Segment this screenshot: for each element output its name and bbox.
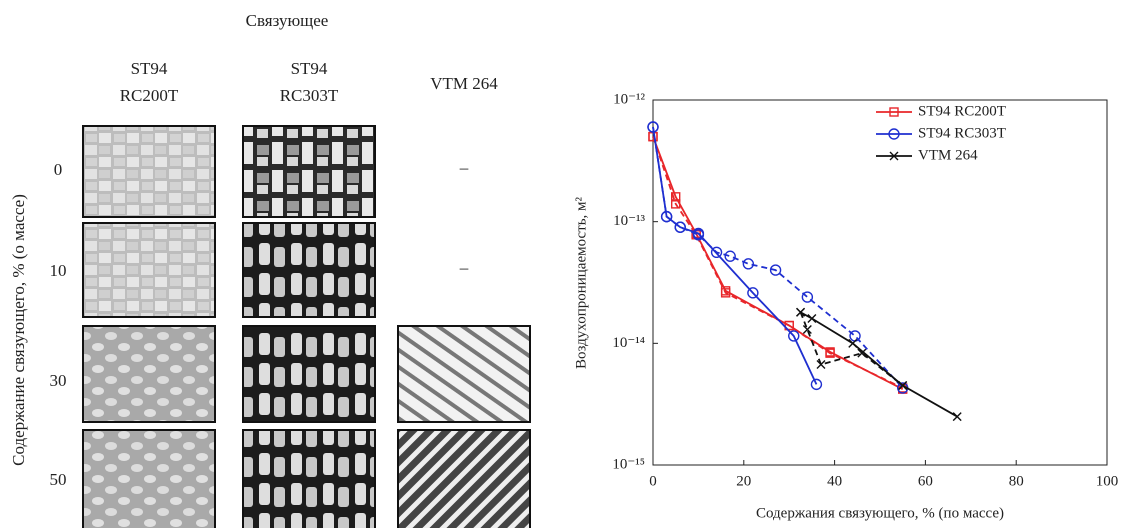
photo: [242, 125, 376, 218]
photo: [242, 429, 376, 528]
data-point: [796, 307, 806, 317]
column-header: RC303T: [280, 86, 339, 105]
data-point: [825, 348, 835, 358]
column-header: RC200T: [120, 86, 179, 105]
data-point: [802, 324, 812, 334]
missing-mark: –: [459, 158, 469, 177]
photo: [82, 125, 216, 218]
data-point: [952, 412, 962, 422]
data-point: [692, 229, 705, 241]
photo-grid: [82, 125, 531, 528]
data-point: [647, 121, 659, 133]
legend-marker: [889, 107, 899, 117]
series-line: [800, 311, 958, 418]
data-point: [898, 381, 908, 391]
data-point: [769, 264, 782, 276]
photo: [82, 429, 216, 528]
series-line: [652, 136, 904, 389]
y-tick-label: 10⁻¹⁵: [612, 456, 645, 472]
photo: [242, 325, 376, 423]
data-point: [720, 288, 731, 298]
y-tick-label: 10⁻¹²: [613, 91, 645, 107]
legend-label: ST94 RC303T: [918, 125, 1006, 141]
y-axis-label: Воздухопроницаемость, м²: [573, 196, 589, 369]
plot-frame: [652, 99, 1108, 466]
data-point: [784, 320, 794, 331]
data-point: [710, 246, 723, 259]
photo: [82, 222, 216, 318]
missing-mark: –: [459, 258, 469, 277]
column-header: ST94: [131, 59, 168, 78]
row-axis-label: Содержание связующего, % (о массе): [9, 194, 28, 466]
data-point: [660, 210, 673, 223]
x-tick-label: 0: [649, 473, 657, 489]
photo: [397, 429, 531, 528]
data-point: [742, 258, 755, 270]
column-header: ST94: [291, 59, 328, 78]
x-tick-label: 100: [1096, 473, 1119, 489]
x-tick-label: 60: [918, 473, 933, 489]
y-tick-label: 10⁻¹³: [613, 213, 645, 229]
series-line: [799, 311, 904, 387]
legend-marker: [889, 151, 899, 161]
data-point: [747, 287, 759, 299]
data-point: [857, 348, 867, 358]
chart: Содержания связующего, % (по массе) Возд…: [573, 91, 1118, 521]
row-label: 50: [50, 470, 67, 489]
data-point: [816, 359, 826, 369]
legend-label: ST94 RC200T: [918, 103, 1006, 119]
data-point: [788, 330, 800, 342]
row-label: 10: [50, 261, 67, 280]
data-point: [674, 221, 686, 233]
data-point: [848, 338, 858, 348]
legend-marker: [888, 128, 900, 140]
data-point: [724, 250, 736, 262]
series-line: [652, 136, 904, 390]
data-point: [671, 192, 681, 202]
legend-label: VTM 264: [918, 147, 978, 163]
data-point: [807, 314, 817, 323]
row-label: 30: [50, 371, 67, 390]
x-tick-label: 20: [736, 473, 751, 489]
photo: [242, 222, 376, 318]
photo: [397, 325, 531, 423]
data-point: [810, 378, 823, 391]
x-tick-label: 80: [1009, 473, 1024, 489]
data-point: [671, 199, 681, 209]
x-tick-label: 40: [827, 473, 842, 489]
data-point: [801, 291, 814, 303]
data-point: [849, 330, 861, 342]
column-header: VTM 264: [430, 74, 498, 93]
photo: [82, 325, 216, 423]
row-label: 0: [54, 160, 63, 179]
panel-title: Связующее: [246, 11, 329, 30]
x-axis-label: Содержания связующего, % (по массе): [756, 505, 1004, 521]
y-tick-label: 10⁻¹⁴: [612, 335, 645, 351]
series-line: [652, 126, 904, 389]
